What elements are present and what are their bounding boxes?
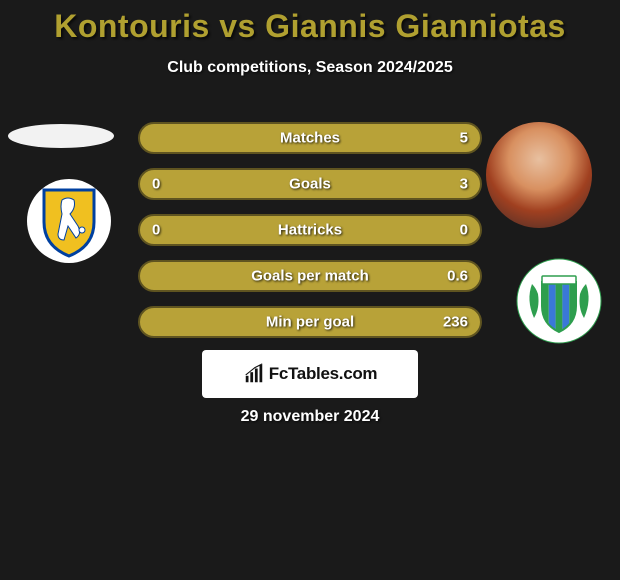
stat-right-value: 3	[460, 176, 468, 193]
stat-row: Goals per match 0.6	[138, 260, 482, 292]
stat-label: Hattricks	[278, 222, 342, 239]
stat-left-value: 0	[152, 222, 160, 239]
stat-row: 0 Goals 3	[138, 168, 482, 200]
bars-icon	[243, 363, 265, 385]
stat-right-value: 236	[443, 314, 468, 331]
stat-left-value: 0	[152, 176, 160, 193]
comparison-card: Kontouris vs Giannis Gianniotas Club com…	[0, 0, 620, 580]
levadiakos-badge-icon	[516, 258, 602, 344]
team-left-badge	[26, 178, 112, 264]
stat-row: 0 Hattricks 0	[138, 214, 482, 246]
stat-label: Min per goal	[266, 314, 354, 331]
stat-label: Goals per match	[251, 268, 369, 285]
stat-label: Matches	[280, 130, 340, 147]
stat-row: Min per goal 236	[138, 306, 482, 338]
watermark-text: FcTables.com	[269, 364, 378, 384]
team-right-badge	[516, 258, 602, 344]
date: 29 november 2024	[0, 408, 620, 426]
stat-row: Matches 5	[138, 122, 482, 154]
player-right-avatar	[486, 122, 592, 228]
page-title: Kontouris vs Giannis Gianniotas	[0, 0, 620, 45]
stat-right-value: 5	[460, 130, 468, 147]
stat-label: Goals	[289, 176, 331, 193]
stat-right-value: 0.6	[447, 268, 468, 285]
watermark: FcTables.com	[202, 350, 418, 398]
subtitle: Club competitions, Season 2024/2025	[0, 59, 620, 77]
stat-right-value: 0	[460, 222, 468, 239]
player-left-avatar	[8, 124, 114, 148]
stats-list: Matches 5 0 Goals 3 0 Hattricks 0 Goals …	[138, 122, 482, 352]
panetolikos-badge-icon	[26, 178, 112, 264]
